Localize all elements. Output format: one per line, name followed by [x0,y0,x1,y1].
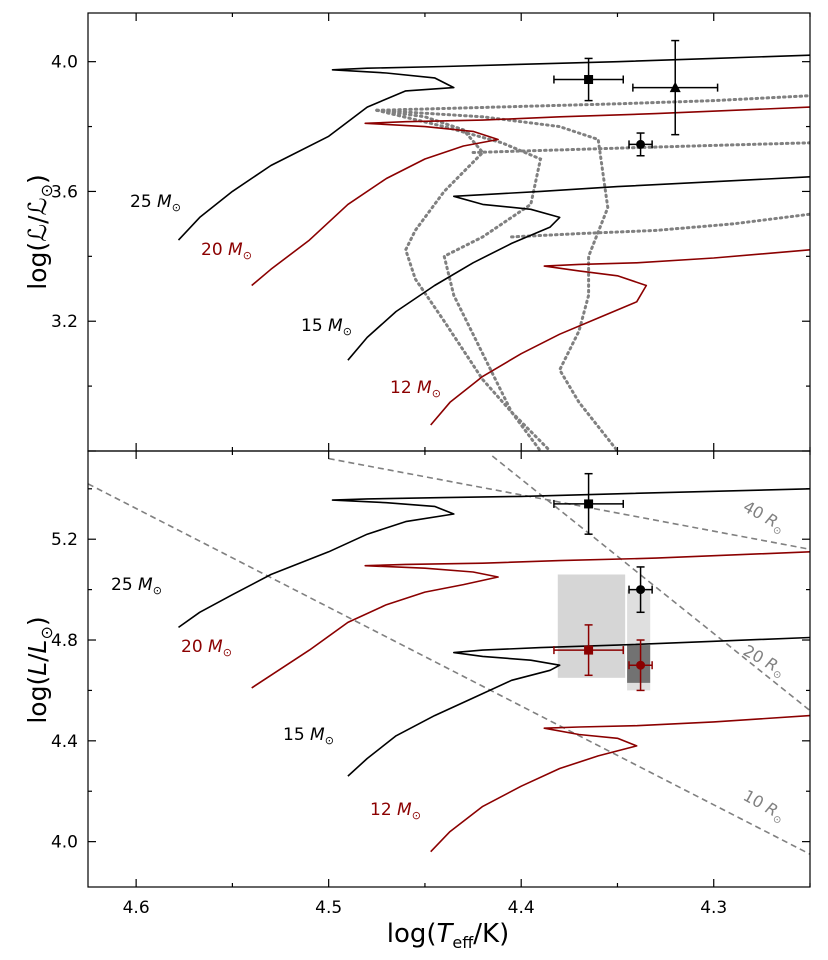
y-tick-label: 4.8 [51,631,78,651]
track-12-msun [430,249,810,426]
bottom-label-12: 12 M⊙ [370,800,421,822]
top-panel: 3.2 3.6 4.0 [51,13,811,452]
plot-area [177,54,810,451]
radius-label-40: 40 R⊙ [739,497,789,538]
radius-label-20: 20 R⊙ [739,641,789,682]
x-axis-label: log(Teff/K) [387,919,510,952]
data-point-circle-3 [628,639,653,692]
radius-line-10 [88,483,810,855]
top-label-15: 15 M⊙ [301,316,352,338]
data-point-triangle-1 [632,39,719,136]
x-tick-label: 4.3 [700,898,727,918]
x-tick-label: 4.5 [315,898,342,918]
bottom-y-axis-label: log(L/L⊙) [23,616,56,723]
axis-ticks [88,451,811,887]
data-point-square-2 [553,624,624,677]
bottom-panel-frame [87,450,811,888]
top-label-20: 20 M⊙ [201,240,252,262]
track-15-msun [347,636,810,777]
dotted-track-3 [375,94,810,112]
x-tick-label: 4.4 [508,898,535,918]
track-25-msun [177,54,810,241]
top-panel-frame [87,12,811,452]
y-tick-label: 4.0 [51,53,78,73]
y-tick-label: 3.2 [51,312,78,332]
x-tick-label: 4.6 [123,898,150,918]
axis-ticks [88,13,811,452]
data-point-circle-2 [628,132,653,157]
bottom-label-25: 25 M⊙ [111,575,162,597]
track-25-msun [178,488,810,629]
radius-line-20 [491,455,810,712]
y-tick-label: 4.4 [51,732,78,752]
dotted-track-2 [375,108,619,451]
y-tick-label: 5.2 [51,530,78,550]
dotted-track-5 [510,212,810,239]
track-20-msun [251,551,810,689]
track-15-msun [347,176,810,361]
bottom-label-20: 20 M⊙ [181,637,232,659]
track-20-msun [251,106,810,287]
data-point-circle-1 [628,566,653,614]
top-label-12: 12 M⊙ [390,378,441,400]
y-tick-label: 4.0 [51,833,78,853]
dotted-track-1 [375,108,552,451]
data-point-square-0 [553,57,624,102]
bottom-panel: 4.0 4.4 4.8 5.2 4.6 4.5 4.4 4.3 [51,451,811,918]
top-y-axis-label: log(ℒ/ℒ⊙) [23,174,56,290]
bottom-label-15: 15 M⊙ [283,725,334,747]
dotted-track-0 [375,108,542,451]
track-12-msun [430,714,810,853]
dotted-track-4 [471,141,810,154]
radius-label-10: 10 R⊙ [739,786,789,827]
top-label-25: 25 M⊙ [130,192,181,214]
data-point-square-0 [553,472,624,535]
y-tick-label: 3.6 [51,182,78,202]
uncertainty-box-0 [557,574,626,678]
